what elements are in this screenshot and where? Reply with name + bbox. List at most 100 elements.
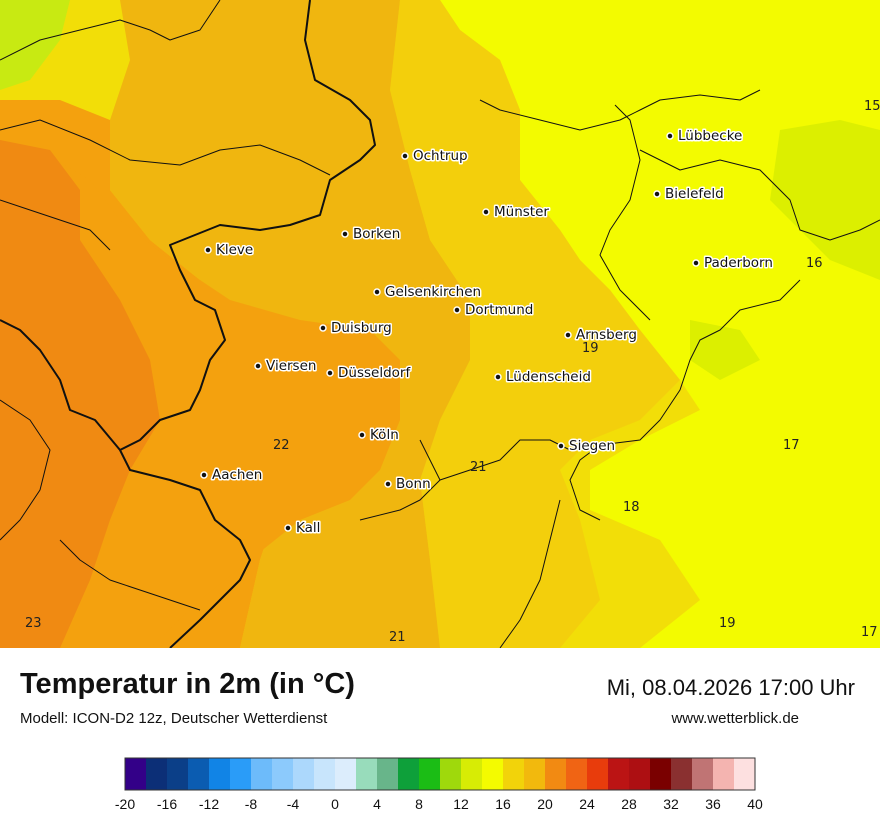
border-major [119, 0, 376, 648]
city-label: Köln [370, 427, 399, 443]
legend-tick-label: 40 [747, 796, 763, 812]
city-label: Viersen [266, 358, 316, 374]
isoline-value: 23 [25, 616, 42, 631]
legend-tick-label: 36 [705, 796, 721, 812]
city-viersen: Viersen [254, 357, 318, 376]
border-minor [0, 399, 51, 541]
legend-swatch [545, 758, 567, 790]
city-dot [254, 362, 262, 370]
legend-swatch [713, 758, 735, 790]
city-markers: Ochtrup Lübbecke Bielefeld Münster Borken Kle… [200, 127, 774, 538]
city-label: Bonn [396, 476, 431, 492]
city-dot [653, 190, 661, 198]
legend-tick-label: 32 [663, 796, 679, 812]
city-lüdenscheid: Lüdenscheid [494, 368, 592, 387]
city-duisburg: Duisburg [319, 319, 393, 338]
legend-swatch [272, 758, 294, 790]
border-minor [479, 89, 761, 131]
website-link[interactable]: www.wetterblick.de [671, 710, 799, 727]
city-paderborn: Paderborn [692, 254, 774, 273]
city-label: Ochtrup [413, 148, 468, 164]
isoline-value: 16 [806, 256, 823, 271]
city-köln: Köln [358, 426, 400, 445]
legend-swatch [461, 758, 483, 790]
legend-swatch [314, 758, 336, 790]
city-label: Kleve [216, 242, 253, 258]
temperature-zone-16 [690, 320, 760, 380]
legend-border [124, 757, 756, 791]
legend-swatch [734, 758, 756, 790]
city-dot [319, 324, 327, 332]
city-bielefeld: Bielefeld [653, 185, 725, 204]
city-siegen: Siegen [557, 437, 617, 456]
city-dot [482, 208, 490, 216]
city-label: Siegen [569, 438, 615, 454]
legend-swatch [293, 758, 315, 790]
isoline-value: 15 [864, 99, 880, 114]
legend-swatch [587, 758, 609, 790]
legend-swatch [419, 758, 441, 790]
city-gelsenkirchen: Gelsenkirchen [373, 283, 483, 302]
city-label: Duisburg [331, 320, 392, 336]
legend-swatch [146, 758, 168, 790]
legend-tick-label: 8 [415, 796, 423, 812]
legend-swatch [671, 758, 693, 790]
legend-swatch [398, 758, 420, 790]
isoline-value: 19 [719, 616, 736, 631]
border-minor [639, 149, 880, 241]
legend-tick-label: -20 [115, 796, 135, 812]
legend-swatch [356, 758, 378, 790]
legend-tick-label: 4 [373, 796, 381, 812]
legend-swatch [188, 758, 210, 790]
isoline-labels: 15 16 19 22 21 17 18 19 17 23 21 [25, 99, 880, 645]
legend-swatch [608, 758, 630, 790]
border-minor [0, 119, 331, 176]
city-dot [373, 288, 381, 296]
temperature-zone-16 [770, 120, 880, 280]
isoline-value: 18 [623, 500, 640, 515]
legend-tick-label: 0 [331, 796, 339, 812]
city-label: Bielefeld [665, 186, 724, 202]
legend-swatch [650, 758, 672, 790]
city-dot [204, 246, 212, 254]
city-label: Kall [296, 520, 320, 536]
legend-swatch [230, 758, 252, 790]
border-minor [0, 199, 111, 251]
city-ochtrup: Ochtrup [401, 147, 469, 166]
legend-ticks: -20 -16 -12 -8 -4 0 4 8 12 16 20 24 28 32 36 40 [115, 796, 763, 812]
isoline-value: 21 [470, 460, 487, 475]
city-dot [341, 230, 349, 238]
legend-tick-label: 12 [453, 796, 469, 812]
legend-swatch [566, 758, 588, 790]
city-dot [453, 306, 461, 314]
city-dot [200, 471, 208, 479]
isoline-value: 17 [783, 438, 800, 453]
legend-swatch [692, 758, 714, 790]
city-label: Dortmund [465, 302, 533, 318]
city-düsseldorf: Düsseldorf [326, 364, 413, 383]
isoline-value: 17 [861, 625, 878, 640]
color-legend: -20 -16 -12 -8 -4 0 4 8 12 16 20 24 28 32 36 40 [115, 757, 763, 812]
model-info: Modell: ICON-D2 12z, Deutscher Wetterdie… [20, 710, 328, 727]
legend-tick-label: 24 [579, 796, 595, 812]
legend-tick-label: 20 [537, 796, 553, 812]
legend-swatch [335, 758, 357, 790]
temperature-zone-17 [440, 0, 880, 648]
border-minor [0, 0, 221, 61]
city-dot [494, 373, 502, 381]
temperature-zone-15 [0, 0, 70, 90]
legend-tick-label: 16 [495, 796, 511, 812]
forecast-datetime: Mi, 08.04.2026 17:00 Uhr [606, 675, 855, 700]
temperature-map: 15 16 19 22 21 17 18 19 17 23 21 Ochtrup Lübbecke Bi… [0, 0, 880, 648]
isoline-value: 21 [389, 630, 406, 645]
temperature-zone-19 [390, 0, 680, 648]
legend-tick-label: -16 [157, 796, 177, 812]
legend-swatch [209, 758, 231, 790]
city-arnsberg: Arnsberg [564, 326, 638, 345]
city-dot [401, 152, 409, 160]
city-label: Paderborn [704, 255, 773, 271]
border-minor [499, 499, 561, 648]
border-minor [569, 279, 801, 521]
city-aachen: Aachen [200, 466, 264, 485]
legend-swatch [167, 758, 189, 790]
